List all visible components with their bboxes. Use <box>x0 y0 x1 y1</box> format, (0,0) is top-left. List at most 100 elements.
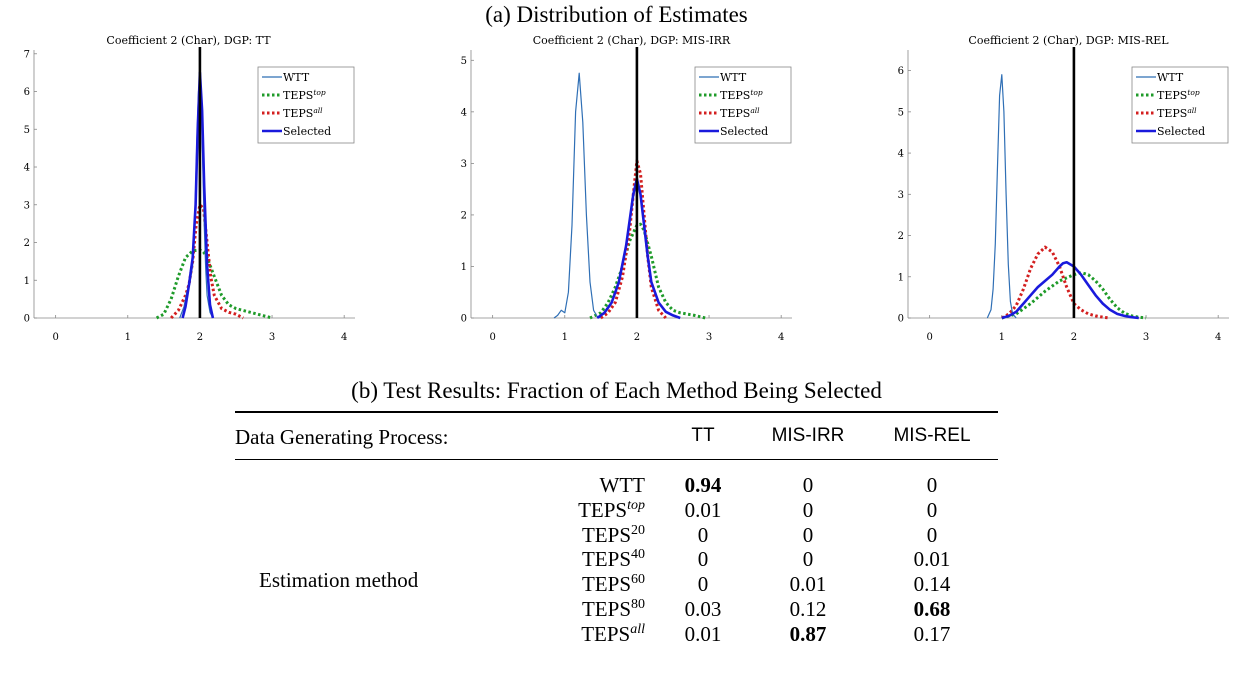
y-tick-label: 5 <box>461 56 467 67</box>
y-tick-label: 6 <box>24 87 30 98</box>
y-tick-label: 1 <box>898 272 904 283</box>
legend-label: WTT <box>283 71 310 84</box>
x-tick-label: 4 <box>1215 332 1221 343</box>
table-cell: 0 <box>802 497 814 522</box>
table-cell: 0.12 <box>789 597 827 621</box>
y-tick-label: 4 <box>461 107 467 118</box>
chart-mis-rel: Coefficient 2 (Char), DGP: MIS-REL 0 1 2 3 4 0… <box>898 34 1229 343</box>
y-tick-label: 4 <box>24 163 30 174</box>
panel-b-title: (b) Test Results: Fraction of Each Metho… <box>351 378 882 403</box>
y-tick-label: 0 <box>461 314 467 325</box>
y-tick-label: 5 <box>24 125 30 136</box>
chart-title: Coefficient 2 (Char), DGP: MIS-IRR <box>533 34 731 47</box>
y-tick-label: 1 <box>461 262 467 273</box>
legend-label: TEPSall <box>1157 106 1197 120</box>
series-line-teps-top <box>589 222 706 320</box>
y-tick-label: 5 <box>898 107 904 118</box>
y-tick-label: 3 <box>461 159 467 170</box>
table-cell: 0 <box>697 547 709 572</box>
y-tick-label: 2 <box>461 210 467 221</box>
x-tick-label: 1 <box>125 332 131 343</box>
x-tick-label: 1 <box>999 332 1005 343</box>
chart-title: Coefficient 2 (Char), DGP: MIS-REL <box>968 34 1169 47</box>
table-cell: 0 <box>926 497 938 522</box>
table-cell: 0.68 <box>913 597 951 621</box>
y-tick-label: 7 <box>24 49 30 60</box>
table-cell: 0.01 <box>684 497 722 522</box>
row-label: TEPSall <box>581 621 645 646</box>
table-cell: 0.01 <box>684 621 722 646</box>
series-line-teps-top <box>155 248 273 320</box>
legend-label: Selected <box>283 125 331 138</box>
x-tick-label: 3 <box>1143 332 1149 343</box>
legend-label: TEPSall <box>720 106 760 120</box>
table-cell: 0.14 <box>913 572 951 597</box>
legend-label: WTT <box>720 71 747 84</box>
table-cell: 0 <box>697 572 709 597</box>
table-cell: 0 <box>802 522 814 547</box>
x-tick-label: 3 <box>269 332 275 343</box>
chart-tt: Coefficient 2 (Char), DGP: TT 0 1 2 3 4 0 1 2 3 4 5… <box>24 34 355 343</box>
x-tick-label: 0 <box>52 332 58 343</box>
x-tick-label: 3 <box>706 332 712 343</box>
series-line-selected <box>1001 261 1139 320</box>
table-cell: 0.17 <box>913 621 951 646</box>
series-line-selected <box>596 177 681 320</box>
group-label: Estimation method <box>259 568 419 592</box>
row-label: TEPStop <box>578 497 645 522</box>
table-cell: 0 <box>926 473 938 497</box>
y-tick-label: 6 <box>898 66 904 77</box>
row-label: TEPS80 <box>581 597 645 621</box>
column-header: TT <box>691 425 715 446</box>
x-tick-label: 4 <box>341 332 347 343</box>
chart-mis-irr: Coefficient 2 (Char), DGP: MIS-IRR 0 1 2 3 4 0… <box>461 34 792 343</box>
series-line-wtt <box>553 72 602 319</box>
chart-title: Coefficient 2 (Char), DGP: TT <box>106 34 271 47</box>
table-cell: 0 <box>697 522 709 547</box>
legend-label: WTT <box>1157 71 1184 84</box>
y-tick-label: 2 <box>24 238 30 249</box>
x-tick-label: 2 <box>1071 332 1077 343</box>
table-cell: 0 <box>802 473 814 497</box>
table-cell: 0 <box>926 522 938 547</box>
x-tick-label: 0 <box>489 332 495 343</box>
x-tick-label: 4 <box>778 332 784 343</box>
y-tick-label: 2 <box>898 231 904 242</box>
y-tick-label: 3 <box>24 200 30 211</box>
row-label: TEPS40 <box>581 547 645 572</box>
series-line-teps-top <box>1001 271 1147 320</box>
header-label: Data Generating Process: <box>235 425 449 449</box>
row-label: TEPS20 <box>581 522 645 547</box>
y-tick-label: 3 <box>898 190 904 201</box>
table-cell: 0.87 <box>789 621 827 646</box>
series-line-teps-all <box>1001 245 1111 320</box>
y-tick-label: 4 <box>898 149 904 160</box>
column-header: MIS-IRR <box>771 425 845 446</box>
series-line-wtt <box>986 74 1017 319</box>
column-header: MIS-REL <box>893 425 971 446</box>
x-tick-label: 2 <box>197 332 203 343</box>
row-label: WTT <box>599 473 645 497</box>
top-rule <box>235 411 998 413</box>
y-tick-label: 1 <box>24 276 30 287</box>
table-cell: 0 <box>802 547 814 572</box>
legend-label: Selected <box>1157 125 1205 138</box>
table-cell: 0.01 <box>789 572 827 597</box>
row-label: TEPS60 <box>581 572 645 597</box>
y-tick-label: 0 <box>24 314 30 325</box>
legend-label: TEPSall <box>283 106 323 120</box>
mid-rule <box>235 459 998 460</box>
series-line-selected <box>181 71 215 319</box>
table-cell: 0.03 <box>684 597 722 621</box>
x-tick-label: 1 <box>562 332 568 343</box>
x-tick-label: 0 <box>926 332 932 343</box>
legend-label: Selected <box>720 125 768 138</box>
table-cell: 0.94 <box>684 473 722 497</box>
table-cell: 0.01 <box>913 547 951 572</box>
y-tick-label: 0 <box>898 314 904 325</box>
panel-a-title: (a) Distribution of Estimates <box>485 2 748 27</box>
x-tick-label: 2 <box>634 332 640 343</box>
